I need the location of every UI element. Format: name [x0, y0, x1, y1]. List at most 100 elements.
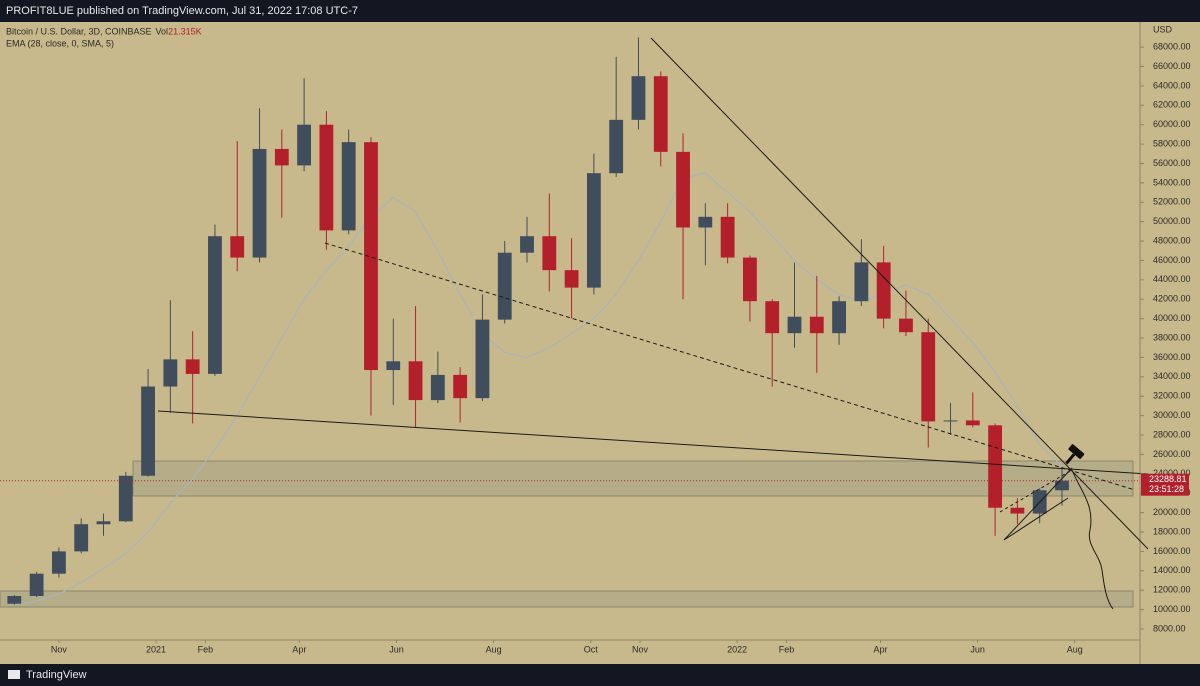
x-tick-label: Oct: [584, 644, 599, 654]
footer: TradingView: [26, 669, 87, 681]
candle-body: [965, 420, 980, 426]
y-tick-label: 42000.00: [1153, 294, 1191, 304]
candle-body: [609, 119, 624, 174]
x-tick-label: Jun: [389, 644, 404, 654]
candle-body: [765, 301, 780, 334]
y-tick-label: 16000.00: [1153, 546, 1191, 556]
candle-body: [653, 76, 668, 152]
y-tick-label: 58000.00: [1153, 138, 1191, 148]
x-tick-label: Apr: [292, 644, 306, 654]
y-tick-label: 32000.00: [1153, 391, 1191, 401]
candle-body: [386, 361, 401, 371]
candle-body: [876, 262, 891, 319]
y-tick-label: 44000.00: [1153, 274, 1191, 284]
x-tick-label: 2022: [727, 644, 747, 654]
candle-body: [163, 359, 178, 387]
candle-body: [297, 124, 312, 166]
candle-body: [185, 359, 200, 374]
x-tick-label: 2021: [146, 644, 166, 654]
plot-background: [0, 22, 1200, 664]
projection-curve: [1071, 469, 1114, 610]
y-tick-label: 18000.00: [1153, 526, 1191, 536]
y-axis-label: USD: [1153, 24, 1173, 34]
candle-body: [29, 573, 44, 596]
candle-body: [586, 173, 601, 288]
candle-body: [520, 236, 534, 253]
candle-body: [720, 216, 735, 258]
x-tick-label: Nov: [51, 644, 68, 654]
volume-value: 21.315K: [168, 26, 202, 36]
y-tick-label: 30000.00: [1153, 410, 1191, 420]
zone: [0, 590, 1134, 608]
candle-body: [676, 151, 690, 228]
gavel-icon: [1065, 444, 1085, 465]
candle-body: [118, 475, 133, 522]
y-tick-label: 62000.00: [1153, 100, 1191, 110]
y-tick-label: 60000.00: [1153, 119, 1191, 129]
y-tick-label: 36000.00: [1153, 352, 1191, 362]
candle-body: [319, 124, 334, 231]
candle-body: [230, 236, 245, 258]
x-tick-label: Aug: [1067, 644, 1083, 654]
countdown-label: 23:51:28: [1149, 484, 1184, 494]
candle-body: [141, 386, 155, 476]
y-tick-label: 24000.00: [1153, 468, 1191, 478]
y-tick-label: 8000.00: [1153, 623, 1186, 633]
chart-title: Bitcoin / U.S. Dollar, 3D, COINBASE: [6, 26, 152, 36]
candle-body: [564, 270, 579, 288]
candle-body: [698, 216, 713, 228]
y-tick-label: 10000.00: [1153, 604, 1191, 614]
candle-body: [74, 524, 89, 552]
top-bar: [0, 0, 1200, 22]
y-tick-label: 52000.00: [1153, 197, 1191, 207]
candle-body: [988, 425, 1003, 508]
last-price-tag: [1141, 473, 1189, 496]
candle-body: [408, 361, 423, 401]
y-tick-label: 26000.00: [1153, 449, 1191, 459]
trend-line: [324, 242, 1136, 491]
candle-body: [943, 420, 958, 422]
wedge-line: [1003, 497, 1069, 541]
wedge-line: [1003, 467, 1073, 541]
logo: [8, 670, 20, 679]
candle-body: [631, 76, 646, 120]
candle-body: [787, 316, 802, 334]
candle-body: [899, 318, 913, 333]
zones: [0, 460, 1134, 608]
x-tick-label: Aug: [486, 644, 502, 654]
y-tick-label: 34000.00: [1153, 371, 1191, 381]
x-tick-label: Nov: [632, 644, 649, 654]
x-tick-label: Jun: [970, 644, 985, 654]
y-tick-label: 20000.00: [1153, 507, 1191, 517]
x-tick-label: Feb: [779, 644, 795, 654]
y-tick-label: 66000.00: [1153, 61, 1191, 71]
candle-body: [274, 148, 289, 166]
candle-body: [96, 521, 111, 525]
y-tick-label: 54000.00: [1153, 177, 1191, 187]
marks: [0, 37, 1140, 606]
last-price-label: 23288.81: [1149, 474, 1187, 484]
y-tick-label: 28000.00: [1153, 429, 1191, 439]
candle-body: [364, 142, 378, 371]
wedge-line: [999, 469, 1073, 513]
y-tick-label: 64000.00: [1153, 80, 1191, 90]
candle-body: [52, 551, 66, 574]
candle-body: [854, 262, 869, 302]
labels: Bitcoin / U.S. Dollar, 3D, COINBASE EMA …: [6, 24, 1191, 654]
y-tick-label: 56000.00: [1153, 158, 1191, 168]
trend-line: [650, 37, 1149, 550]
y-tick-label: 38000.00: [1153, 332, 1191, 342]
candle-body: [542, 236, 557, 271]
x-tick-label: Feb: [198, 644, 214, 654]
y-tick-label: 46000.00: [1153, 255, 1191, 265]
candle-body: [7, 595, 22, 604]
drawings: [157, 37, 1149, 610]
y-tick-label: 12000.00: [1153, 585, 1191, 595]
bottom-bar: [0, 664, 1200, 686]
candle-body: [832, 301, 846, 334]
x-tick-label: Apr: [873, 644, 887, 654]
candle-body: [921, 332, 936, 422]
trend-line: [157, 410, 1149, 475]
y-tick-label: 40000.00: [1153, 313, 1191, 323]
